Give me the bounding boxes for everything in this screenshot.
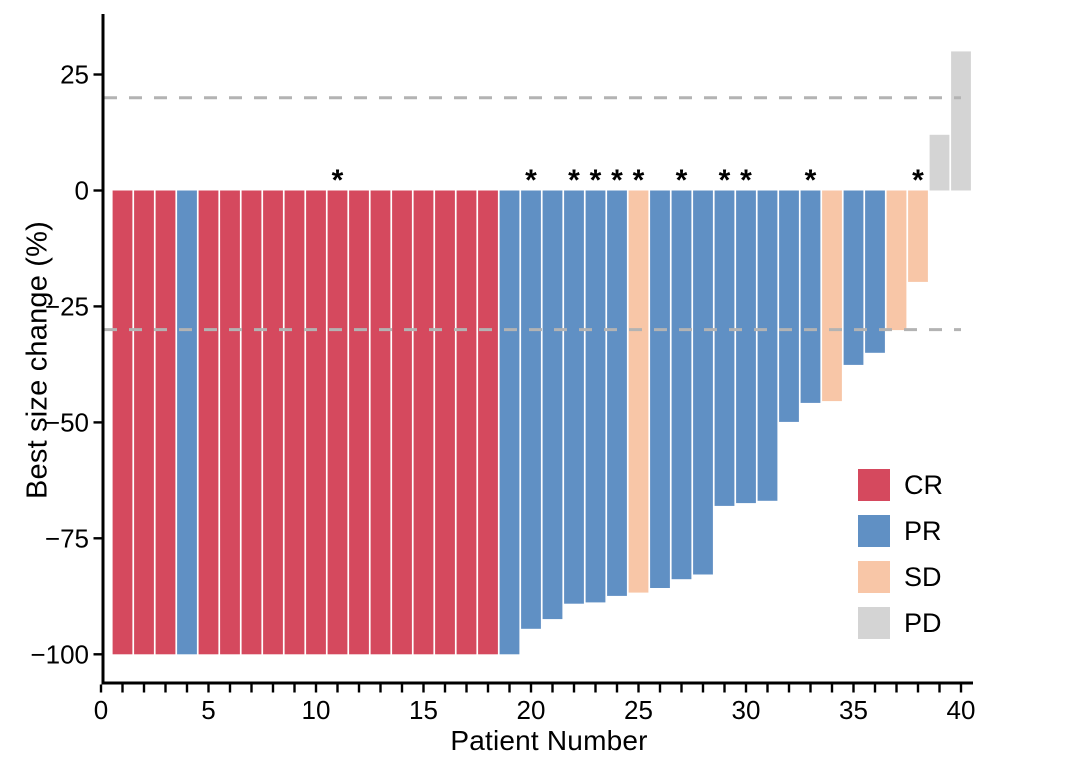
bar-patient-27 bbox=[671, 190, 692, 580]
bar-patient-18 bbox=[478, 190, 498, 655]
bar-patient-36 bbox=[865, 190, 885, 353]
bar-patient-40 bbox=[951, 51, 971, 191]
x-axis-title: Patient Number bbox=[450, 725, 648, 756]
bar-patient-5 bbox=[198, 190, 219, 655]
y-tick-label--25: −25 bbox=[45, 291, 89, 321]
bar-patient-19 bbox=[499, 190, 520, 655]
bar-patient-25 bbox=[628, 190, 649, 593]
bar-patient-17 bbox=[456, 190, 477, 655]
asterisk-patient-11: * bbox=[332, 164, 344, 197]
bar-patient-1 bbox=[112, 190, 133, 655]
bar-patient-35 bbox=[843, 190, 864, 365]
x-tick-label-35: 35 bbox=[839, 695, 868, 725]
x-tick-label-10: 10 bbox=[302, 695, 331, 725]
y-axis-title: Best size change (%) bbox=[21, 220, 54, 500]
bar-patient-20 bbox=[521, 190, 541, 629]
bar-patient-29 bbox=[714, 190, 735, 506]
bar-patient-11 bbox=[327, 190, 348, 655]
asterisk-patient-27: * bbox=[676, 164, 688, 197]
bar-patient-8 bbox=[263, 190, 283, 655]
y-tick-label-0: 0 bbox=[75, 176, 89, 206]
bar-patient-6 bbox=[220, 190, 240, 655]
bar-patient-7 bbox=[241, 190, 262, 655]
x-tick-label-5: 5 bbox=[201, 695, 215, 725]
bar-patient-22 bbox=[564, 190, 584, 604]
asterisk-patient-24: * bbox=[611, 164, 623, 197]
y-tick-label--75: −75 bbox=[45, 523, 89, 553]
bar-patient-37 bbox=[886, 190, 907, 331]
y-tick-label--100: −100 bbox=[30, 639, 89, 669]
bar-patient-34 bbox=[822, 190, 842, 402]
bar-patient-32 bbox=[779, 190, 799, 422]
x-tick-label-40: 40 bbox=[947, 695, 976, 725]
bar-patient-24 bbox=[607, 190, 627, 596]
asterisk-patient-22: * bbox=[568, 164, 580, 197]
bar-patient-14 bbox=[392, 190, 412, 655]
x-tick-label-15: 15 bbox=[409, 695, 438, 725]
bar-patient-23 bbox=[585, 190, 606, 603]
bar-patient-12 bbox=[349, 190, 369, 655]
asterisk-patient-29: * bbox=[719, 164, 731, 197]
asterisk-patient-23: * bbox=[590, 164, 602, 197]
bar-patient-13 bbox=[370, 190, 391, 655]
bar-patient-4 bbox=[177, 190, 197, 655]
bar-patient-33 bbox=[800, 190, 821, 403]
asterisk-patient-30: * bbox=[740, 164, 752, 197]
x-tick-label-25: 25 bbox=[624, 695, 653, 725]
bar-patient-3 bbox=[155, 190, 176, 655]
bar-patient-26 bbox=[650, 190, 670, 588]
asterisk-patient-33: * bbox=[805, 164, 817, 197]
y-tick-label-25: 25 bbox=[60, 60, 89, 90]
bar-patient-10 bbox=[306, 190, 326, 655]
bar-patient-16 bbox=[435, 190, 455, 655]
x-tick-label-0: 0 bbox=[94, 695, 108, 725]
asterisk-patient-25: * bbox=[633, 164, 645, 197]
bar-patient-9 bbox=[284, 190, 305, 655]
bar-patient-28 bbox=[693, 190, 713, 575]
bar-patient-31 bbox=[757, 190, 778, 501]
asterisk-patient-38: * bbox=[912, 164, 924, 197]
bar-patient-38 bbox=[908, 190, 928, 282]
x-tick-label-20: 20 bbox=[517, 695, 546, 725]
bar-patient-39 bbox=[929, 134, 950, 191]
x-tick-label-30: 30 bbox=[732, 695, 761, 725]
bar-patient-30 bbox=[736, 190, 756, 504]
bar-patient-2 bbox=[134, 190, 154, 655]
asterisk-patient-20: * bbox=[525, 164, 537, 197]
bar-patient-15 bbox=[413, 190, 434, 655]
bar-patient-21 bbox=[542, 190, 563, 620]
y-tick-label--50: −50 bbox=[45, 407, 89, 437]
